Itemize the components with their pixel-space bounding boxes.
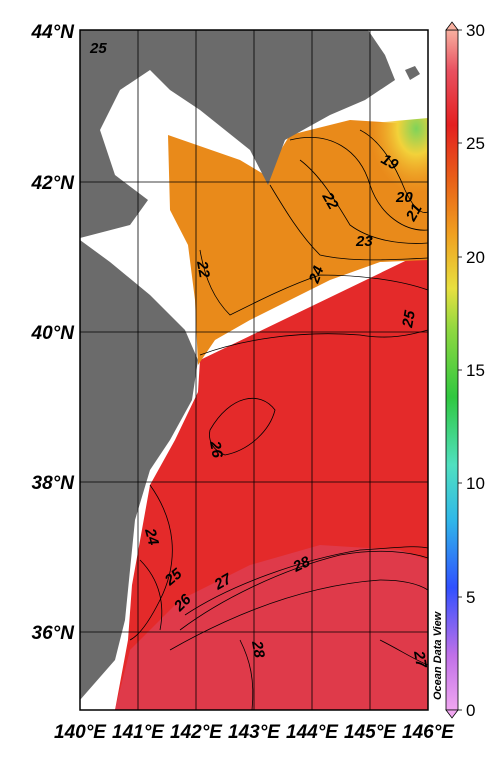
map-frame — [79, 29, 429, 711]
colorbar-tick-25: 25 — [466, 134, 485, 153]
lat-lon-grid — [80, 30, 428, 710]
sst-field-orange — [168, 120, 428, 365]
land-islet — [405, 66, 420, 80]
colorbar-tick-5: 5 — [466, 588, 475, 607]
lon-label-142e: 142°E — [170, 722, 223, 743]
lat-label-38n: 38°N — [32, 473, 76, 494]
land-honshu — [80, 240, 198, 700]
sst-field-south — [115, 545, 428, 710]
contour-label: 27 — [211, 570, 235, 594]
contour-label: 26 — [206, 439, 226, 460]
lon-label-146e: 146°E — [402, 722, 455, 743]
ocean-data-view-watermark: Ocean Data View — [432, 610, 444, 700]
contour-label: 24 — [305, 263, 327, 286]
lon-label-144e: 144°E — [286, 722, 339, 743]
lon-label-140e: 140°E — [54, 722, 107, 743]
sst-field-cold-patch — [350, 118, 428, 225]
contour-label: 22 — [193, 259, 213, 280]
land-hokkaido-north — [80, 30, 395, 238]
contour-label: 22 — [318, 189, 342, 213]
contour-label: 28 — [248, 639, 268, 660]
contour-label: 28 — [290, 553, 314, 576]
contour-label: 25 — [399, 309, 419, 330]
lat-label-36n: 36°N — [32, 623, 76, 644]
colorbar-tick-10: 10 — [466, 474, 485, 493]
lon-label-145e: 145°E — [344, 722, 397, 743]
contour-label: 23 — [355, 233, 373, 250]
colorbar-tick-15: 15 — [466, 361, 485, 380]
colorbar-tick-0: 0 — [466, 701, 475, 720]
contour-label: 19 — [378, 151, 402, 174]
lat-label-44n: 44°N — [31, 22, 76, 43]
lat-label-42n: 42°N — [31, 173, 76, 194]
contour-label: 24 — [141, 526, 162, 548]
colorbar-tick-20: 20 — [466, 248, 485, 267]
lat-label-40n: 40°N — [31, 323, 76, 344]
lon-label-143e: 143°E — [228, 722, 281, 743]
lon-label-141e: 141°E — [112, 722, 165, 743]
contour-label: 25 — [89, 40, 107, 57]
colorbar-tick-30: 30 — [466, 21, 485, 40]
contour-label: 27 — [410, 649, 430, 670]
contour-label: 21 — [402, 201, 426, 225]
colorbar: 30 25 20 15 10 5 0 — [445, 21, 485, 720]
contour-label: 20 — [395, 189, 413, 206]
